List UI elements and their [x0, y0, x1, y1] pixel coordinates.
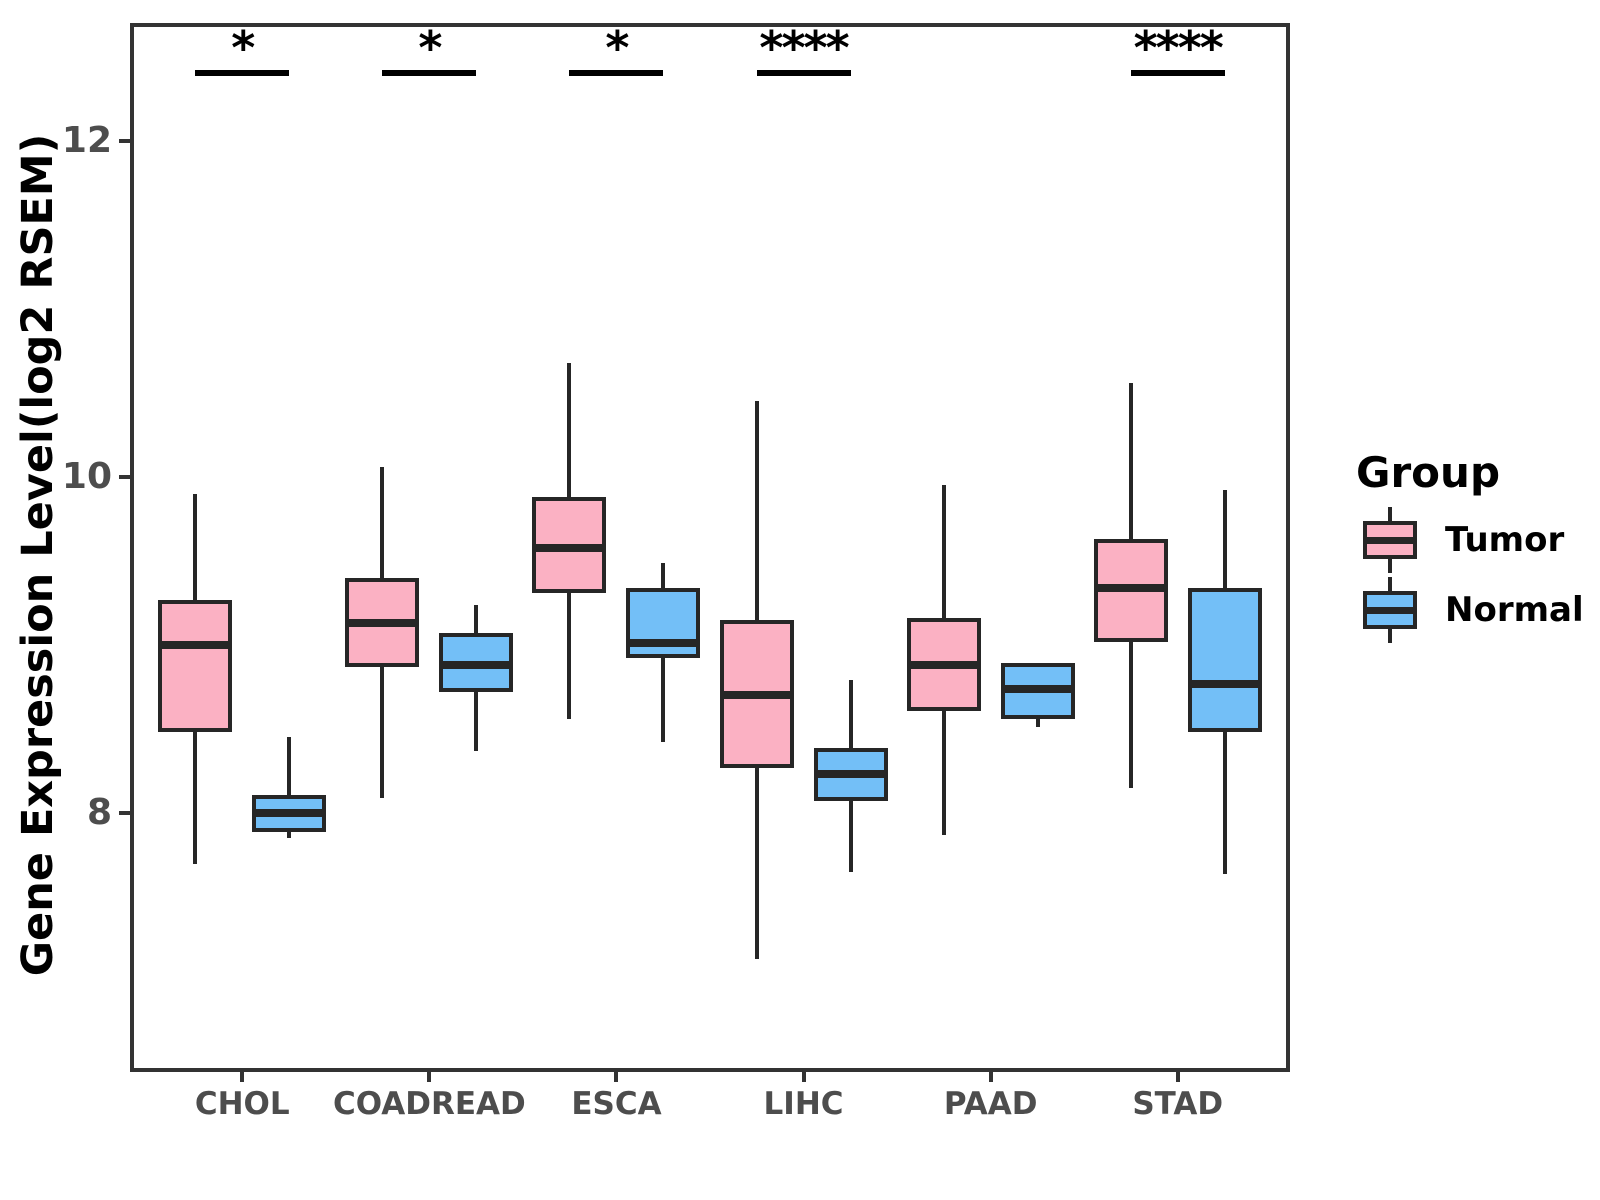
significance-lihc-bar	[756, 70, 851, 76]
box-stad-tumor-median	[1096, 583, 1165, 592]
box-lihc-tumor-whisker-high	[754, 401, 759, 620]
box-paad-tumor-whisker-low	[941, 710, 946, 835]
legend-label-normal: Normal	[1445, 590, 1584, 630]
box-coadread-tumor-median	[348, 619, 417, 628]
x-tick-label-esca: ESCA	[571, 1086, 662, 1122]
box-paad-normal-median	[1003, 684, 1072, 693]
box-stad-tumor-whisker-low	[1128, 641, 1133, 788]
x-tick-esca	[614, 1072, 619, 1082]
box-esca-normal-whisker-high	[661, 562, 666, 588]
y-axis-title: Gene Expression Level(log2 RSEM)	[13, 133, 63, 977]
box-stad-normal	[1187, 587, 1262, 733]
box-chol-tumor-median	[161, 641, 230, 649]
box-chol-tumor-whisker-low	[193, 732, 198, 864]
x-tick-label-stad: STAD	[1132, 1086, 1224, 1122]
x-tick-label-paad: PAAD	[943, 1086, 1038, 1122]
significance-chol-bar	[195, 70, 290, 76]
significance-lihc-stars: ****	[759, 21, 849, 75]
box-paad-tumor-whisker-high	[941, 485, 946, 619]
y-tick-10	[119, 474, 130, 479]
box-chol-normal-whisker-high	[287, 737, 292, 795]
significance-esca-stars: *	[605, 21, 629, 75]
y-tick-label-10: 10	[61, 455, 112, 497]
x-tick-lihc	[801, 1072, 806, 1082]
box-lihc-tumor-median	[722, 691, 791, 700]
legend-median-icon	[1367, 537, 1413, 544]
significance-chol-stars: *	[231, 21, 255, 75]
box-coadread-tumor-whisker-high	[380, 466, 385, 578]
x-tick-label-coadread: COADREAD	[332, 1086, 526, 1122]
box-paad-tumor-median	[909, 661, 978, 670]
legend-whisker-top-icon	[1388, 577, 1392, 591]
x-tick-paad	[988, 1072, 993, 1082]
box-chol-tumor-whisker-high	[193, 493, 198, 600]
y-tick-label-12: 12	[61, 119, 112, 161]
y-tick-12	[119, 138, 130, 143]
significance-coadread-stars: *	[418, 21, 442, 75]
significance-esca-bar	[569, 70, 664, 76]
box-lihc-tumor-whisker-low	[754, 767, 759, 960]
significance-stad-stars: ****	[1133, 21, 1224, 75]
box-esca-normal-median	[629, 639, 698, 648]
x-tick-label-lihc: LIHC	[763, 1086, 844, 1122]
box-lihc-normal-whisker-high	[848, 680, 853, 748]
box-esca-tumor-whisker-low	[567, 592, 572, 719]
box-paad-normal-whisker-low	[1035, 718, 1040, 728]
box-lihc-normal-median	[816, 770, 885, 779]
legend-whisker-top-icon	[1388, 507, 1392, 521]
box-stad-tumor-whisker-high	[1128, 382, 1133, 540]
box-esca-tumor-median	[535, 543, 604, 552]
legend-whisker-bottom-icon	[1388, 559, 1392, 573]
significance-stad-bar	[1130, 70, 1225, 76]
box-lihc-normal-whisker-low	[848, 801, 853, 872]
box-esca-normal	[626, 587, 701, 659]
box-coadread-normal-whisker-low	[474, 692, 479, 751]
legend-label-tumor: Tumor	[1445, 520, 1565, 560]
box-chol-normal-median	[255, 809, 324, 818]
box-chol-tumor	[158, 599, 233, 733]
box-coadread-normal-whisker-high	[474, 604, 479, 634]
box-stad-normal-whisker-high	[1222, 490, 1227, 588]
x-tick-stad	[1175, 1072, 1180, 1082]
x-tick-label-chol: CHOL	[194, 1086, 290, 1122]
significance-coadread-bar	[382, 70, 477, 76]
legend-key-normal	[1362, 577, 1418, 643]
legend-title: Group	[1356, 448, 1501, 497]
y-tick-label-8: 8	[86, 792, 112, 834]
box-coadread-tumor-whisker-low	[380, 666, 385, 798]
box-esca-normal-whisker-low	[661, 658, 666, 743]
x-tick-coadread	[427, 1072, 432, 1082]
box-coadread-normal-median	[442, 661, 511, 670]
box-stad-normal-median	[1190, 679, 1259, 688]
box-esca-tumor-whisker-high	[567, 362, 572, 498]
legend-key-tumor	[1362, 507, 1418, 573]
y-tick-8	[119, 811, 130, 816]
legend-median-icon	[1367, 607, 1413, 614]
box-stad-normal-whisker-low	[1222, 732, 1227, 874]
legend-whisker-bottom-icon	[1388, 629, 1392, 643]
box-chol-normal-whisker-low	[287, 831, 292, 839]
x-tick-chol	[240, 1072, 245, 1082]
